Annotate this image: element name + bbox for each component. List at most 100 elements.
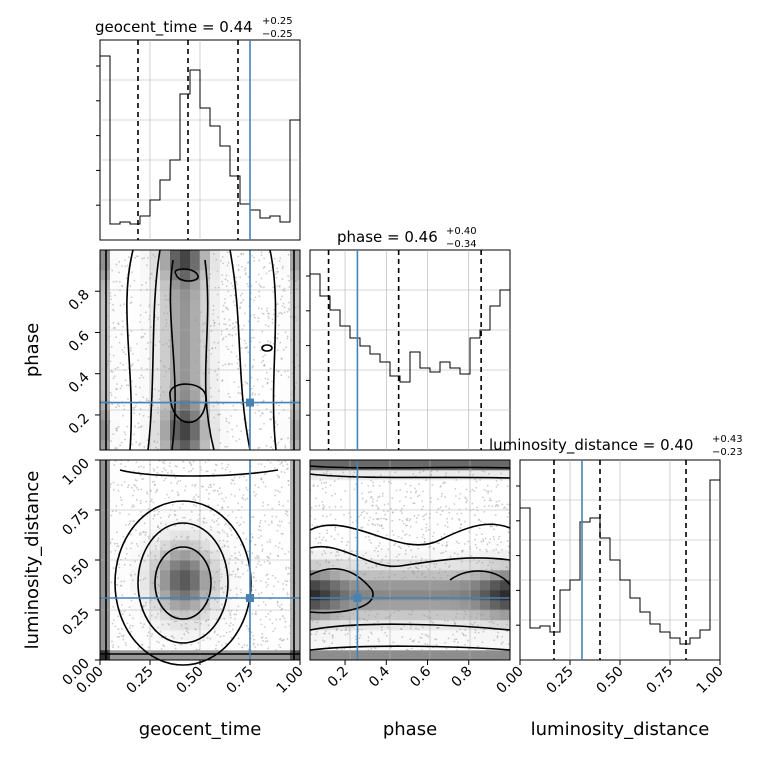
density-cell xyxy=(230,620,241,631)
sample-point xyxy=(182,460,185,463)
sample-point xyxy=(221,529,224,532)
density-cell xyxy=(160,340,171,351)
sample-point xyxy=(380,629,383,631)
sample-point xyxy=(145,397,148,400)
sample-point xyxy=(454,638,456,641)
sample-point xyxy=(150,614,153,617)
panel-frame xyxy=(309,249,511,451)
density-cell xyxy=(460,530,471,541)
sample-point xyxy=(311,619,314,622)
density-cell xyxy=(100,620,111,631)
sample-point xyxy=(288,286,291,288)
density-cell xyxy=(260,330,271,341)
sample-point xyxy=(310,633,313,636)
density-cell xyxy=(400,570,411,581)
density-cell xyxy=(320,620,331,631)
sample-point xyxy=(218,532,221,534)
sample-point xyxy=(329,513,332,516)
sample-point xyxy=(254,646,257,648)
x-tick-label: 0.2 xyxy=(325,664,352,691)
density-cell xyxy=(140,590,151,601)
sample-point xyxy=(370,631,372,634)
sample-point xyxy=(156,513,159,516)
sample-point xyxy=(147,357,150,360)
sample-point xyxy=(482,539,485,542)
sample-point xyxy=(265,272,268,275)
density-cell xyxy=(390,470,401,481)
sample-point xyxy=(193,529,196,532)
density-cell xyxy=(330,630,341,641)
density-cell xyxy=(240,320,251,331)
sample-point xyxy=(232,435,234,438)
contour-level xyxy=(309,623,511,631)
sample-point xyxy=(212,405,215,408)
sample-point xyxy=(125,644,127,647)
sample-point xyxy=(213,521,216,523)
sample-point xyxy=(186,628,189,630)
density-cell xyxy=(120,400,131,411)
sample-point xyxy=(312,485,315,488)
density-cell xyxy=(380,580,391,591)
density-cell xyxy=(220,320,231,331)
density-cell xyxy=(160,600,171,611)
density-cell xyxy=(500,500,511,511)
sample-point xyxy=(239,523,242,526)
sample-point xyxy=(331,564,334,567)
sample-point xyxy=(365,499,368,502)
sample-point xyxy=(158,510,160,513)
sample-point xyxy=(111,622,114,625)
sample-point xyxy=(208,349,211,352)
density-cell xyxy=(170,650,181,661)
sample-point xyxy=(263,364,266,367)
density-cell xyxy=(180,320,191,331)
density-cell xyxy=(450,630,461,641)
density-cell xyxy=(180,480,191,491)
density-cell xyxy=(250,290,261,301)
density-cell xyxy=(200,480,211,491)
density-cell xyxy=(460,620,471,631)
sample-point xyxy=(228,396,231,399)
sample-point xyxy=(129,347,132,349)
density-cell xyxy=(190,620,201,631)
y-tick-label: 0.8 xyxy=(66,287,93,314)
density-cell xyxy=(320,480,331,491)
sample-point xyxy=(444,642,446,644)
sample-point xyxy=(246,569,249,572)
density-cell xyxy=(470,600,481,611)
sample-point xyxy=(134,593,136,595)
sample-point xyxy=(159,394,162,397)
sample-point xyxy=(361,492,364,495)
sample-point xyxy=(234,573,237,576)
sample-point xyxy=(236,283,238,286)
density-cell xyxy=(500,570,511,581)
sample-point xyxy=(112,322,115,324)
sample-point xyxy=(268,251,270,254)
density-cell xyxy=(180,470,191,481)
sample-point xyxy=(175,465,178,468)
density-cell xyxy=(180,550,191,561)
sample-point xyxy=(260,463,263,466)
sample-point xyxy=(156,575,159,578)
sample-point xyxy=(478,518,480,521)
density-cell xyxy=(370,500,381,511)
sample-point xyxy=(220,259,222,262)
contour-level xyxy=(126,249,134,451)
sample-point xyxy=(116,427,119,430)
density-cell xyxy=(160,480,171,491)
sample-point xyxy=(464,613,467,616)
sample-point xyxy=(440,552,443,555)
density-cell xyxy=(200,280,211,291)
sample-point xyxy=(286,594,289,596)
density-cell xyxy=(440,500,451,511)
sample-point xyxy=(449,555,452,558)
sample-point xyxy=(242,532,245,535)
density-cell xyxy=(270,650,281,661)
sample-point xyxy=(112,619,115,621)
sample-point xyxy=(260,623,263,626)
sample-point xyxy=(501,548,503,551)
sample-point xyxy=(244,347,247,350)
density-cell xyxy=(280,330,291,341)
sample-point xyxy=(266,560,269,562)
sample-point xyxy=(217,531,219,533)
density-cell xyxy=(160,430,171,441)
